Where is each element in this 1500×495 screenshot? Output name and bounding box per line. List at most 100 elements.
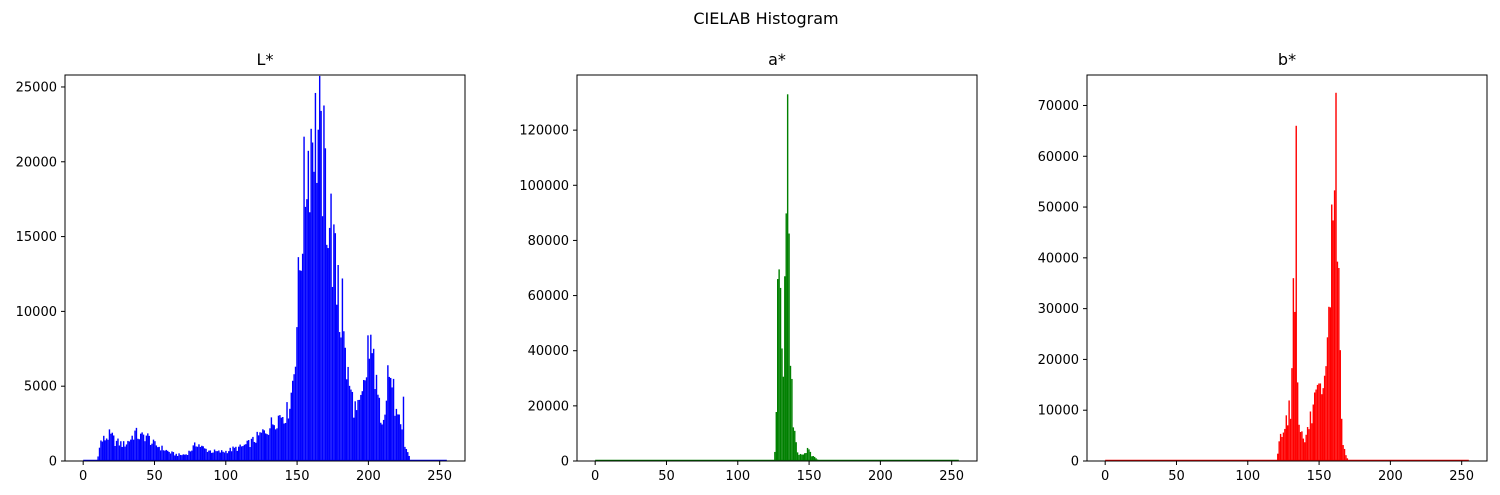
histogram-bar (1288, 400, 1290, 461)
y-tick-label: 0 (561, 455, 569, 470)
histogram-bar (222, 451, 224, 461)
histogram-bar (226, 453, 229, 461)
histogram-bar (390, 377, 392, 461)
histogram-bar (172, 452, 175, 461)
y-tick-label: 20000 (1038, 353, 1079, 368)
histogram-bar (201, 445, 203, 461)
y-tick-label: 40000 (1038, 251, 1079, 266)
histogram-bar (313, 171, 315, 461)
histogram-bars (1105, 92, 1469, 462)
histogram-bar (131, 435, 133, 461)
panel-title: L* (257, 50, 274, 69)
histogram-bar (365, 377, 368, 461)
histogram-bar (384, 414, 386, 461)
histogram-bar (243, 444, 246, 461)
x-tick-label: 150 (285, 469, 310, 484)
histogram-bar (134, 430, 136, 461)
histogram-bar (236, 450, 239, 461)
histogram-bar (218, 450, 220, 461)
axes-frame (576, 74, 978, 462)
y-tick-label: 10000 (1038, 404, 1079, 419)
histogram-bar (786, 94, 789, 462)
histogram-bar (802, 454, 804, 461)
y-tick-label: 15000 (16, 230, 57, 245)
histogram-bar (265, 433, 267, 461)
histogram-bar (121, 446, 123, 461)
histogram-bar (1338, 268, 1340, 461)
histogram-bar (124, 446, 126, 461)
histogram-bar (118, 445, 121, 461)
histogram-bar (181, 455, 183, 461)
histogram-bar (158, 446, 160, 461)
histogram-bar (1335, 92, 1337, 461)
histogram-bar (232, 446, 234, 461)
histogram-bar (223, 452, 226, 461)
x-tick-label: 150 (1307, 469, 1332, 484)
y-tick-label: 10000 (16, 305, 57, 320)
histogram-bar (196, 446, 199, 461)
x-tick-label: 250 (939, 469, 964, 484)
histogram-bar (104, 440, 106, 461)
histogram-bar (321, 216, 324, 461)
histogram-bar (105, 438, 108, 461)
histogram-bar (293, 374, 295, 461)
histogram-bar (798, 454, 800, 461)
histogram-bar (195, 446, 197, 461)
histogram-bar (242, 446, 244, 461)
histogram-bar (192, 445, 194, 461)
panel-b-star: 0 50 100 150 200 250 0 10000 20000 30000 40000 5000… (1038, 50, 1488, 484)
histogram-bar (1329, 307, 1332, 461)
histogram-bar (257, 435, 260, 461)
panel-title: b* (1278, 50, 1296, 69)
histogram-bar (175, 453, 177, 461)
x-tick-label: 100 (725, 469, 750, 484)
histogram-bar (1308, 429, 1310, 461)
histogram-bar (141, 432, 143, 461)
histogram-bar (775, 412, 777, 461)
histogram-bar (154, 441, 156, 461)
histogram-bar (1292, 278, 1295, 461)
histogram-bar (354, 401, 356, 461)
histogram-bar (115, 440, 118, 461)
histogram-bar (299, 270, 301, 461)
histogram-bar (1326, 337, 1329, 461)
histogram-bar (809, 451, 812, 461)
panel-l-star: 0 50 100 150 200 250 0 5000 10000 15000 20000 25000… (16, 50, 466, 484)
y-tick-label: 120000 (519, 124, 569, 139)
x-tick-label: 50 (658, 469, 675, 484)
histogram-bar (785, 213, 787, 461)
histogram-bar (198, 444, 200, 461)
histogram-bar (788, 233, 790, 461)
histogram-bar (813, 456, 816, 461)
histogram-bar (1311, 423, 1313, 461)
y-tick-label: 30000 (1038, 302, 1079, 317)
histogram-bar (120, 441, 122, 461)
histogram-bar (253, 441, 256, 461)
histogram-bar (189, 451, 192, 461)
histogram-bar (388, 376, 390, 461)
x-tick-label: 0 (79, 469, 87, 484)
histogram-bar (186, 455, 189, 461)
histogram-bar (774, 451, 776, 461)
histogram-bar (202, 446, 204, 461)
y-tick-label: 20000 (528, 399, 569, 414)
histogram-bar (794, 430, 796, 461)
histogram-bar (323, 105, 325, 462)
y-tick-label: 70000 (1038, 99, 1079, 114)
x-tick-label: 200 (1378, 469, 1403, 484)
histogram-bar (125, 444, 128, 461)
histogram-bar (97, 456, 99, 461)
histogram-bar (215, 451, 217, 461)
histogram-bar (239, 444, 241, 461)
histogram-bar (355, 410, 358, 461)
histogram-bar (171, 451, 173, 461)
histogram-bar (205, 448, 207, 461)
histogram-bar (168, 451, 170, 461)
histogram-bar (140, 433, 142, 461)
histogram-bar (1306, 427, 1309, 461)
histogram-bar (1281, 436, 1283, 461)
histogram-bar (1282, 432, 1285, 461)
histogram-bar (1298, 424, 1300, 461)
histogram-bar (353, 417, 355, 461)
histogram-bar (219, 452, 221, 461)
